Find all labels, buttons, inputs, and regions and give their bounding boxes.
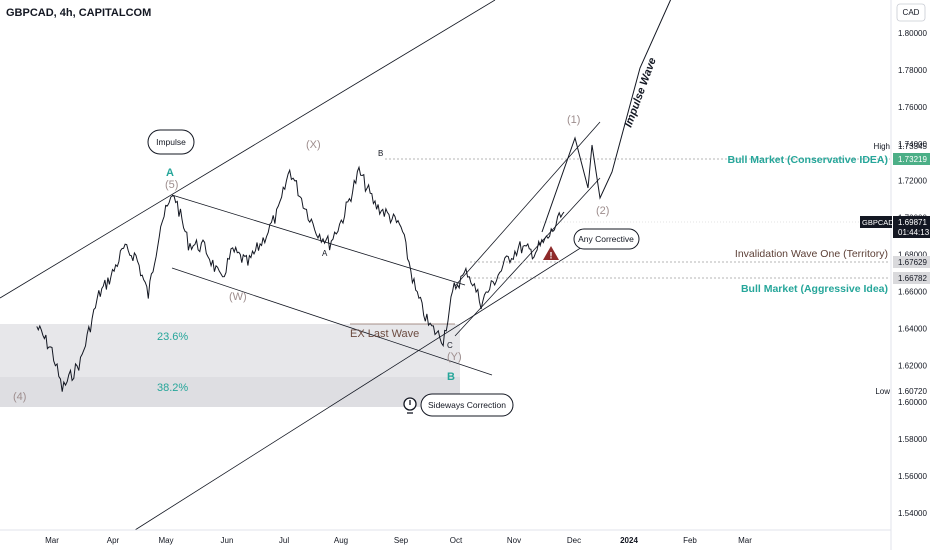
fib-label-23: 23.6% bbox=[157, 331, 188, 343]
aggressive-badge-text: 1.66782 bbox=[898, 274, 927, 283]
symbol-badge-text: GBPCAD bbox=[862, 218, 894, 227]
rising-channel-bottom bbox=[454, 177, 601, 337]
y-tick-label: 1.58000 bbox=[898, 435, 927, 444]
any-corrective-text: Any Corrective bbox=[578, 234, 634, 244]
y-tick-label: 1.66000 bbox=[898, 287, 927, 296]
conservative-badge-text: 1.73219 bbox=[898, 155, 927, 164]
x-tick-label: Jul bbox=[279, 536, 289, 545]
x-tick-label: Nov bbox=[507, 536, 521, 545]
wave-label-A-major: A bbox=[166, 167, 174, 179]
y-tick-label: 1.74000 bbox=[898, 140, 927, 149]
wxy-upper-line bbox=[171, 194, 466, 286]
ex-last-wave-text: EX Last Wave bbox=[350, 328, 419, 340]
warning-icon: ! bbox=[543, 246, 559, 261]
y-tick-label: 1.76000 bbox=[898, 103, 927, 112]
invalidation-badge-text: 1.67629 bbox=[898, 258, 927, 267]
invalidation-badge bbox=[893, 256, 930, 268]
x-tick-label: 2024 bbox=[620, 536, 638, 545]
x-tick-label: May bbox=[158, 536, 173, 545]
low-value: 1.60720 bbox=[898, 387, 927, 396]
level-aggressive-label: Bull Market (Aggressive Idea) bbox=[741, 283, 888, 295]
sideways-bubble bbox=[420, 393, 514, 417]
symbol-badge bbox=[860, 216, 892, 228]
fib-band-38 bbox=[0, 377, 460, 407]
fib-band-23 bbox=[0, 324, 460, 377]
fib-label-38: 38.2% bbox=[157, 382, 188, 394]
x-tick-label: Mar bbox=[738, 536, 752, 545]
x-tick-label: Aug bbox=[334, 536, 348, 545]
high-label: High bbox=[874, 142, 890, 151]
impulse-bubble-text: Impulse bbox=[156, 137, 186, 147]
y-tick-label: 1.64000 bbox=[898, 324, 927, 333]
bulb-icon bbox=[403, 397, 417, 414]
conservative-badge bbox=[893, 153, 930, 165]
x-tick-label: Oct bbox=[450, 536, 463, 545]
y-tick-label: 1.60000 bbox=[898, 398, 927, 407]
projection-path bbox=[541, 0, 672, 233]
x-tick-label: Sep bbox=[394, 536, 409, 545]
channel-upper-line bbox=[0, 0, 496, 299]
y-tick-label: 1.72000 bbox=[898, 177, 927, 186]
wave-label-C: C bbox=[447, 341, 453, 350]
high-value: 1.73345 bbox=[898, 142, 927, 151]
wave-label-B-minor: B bbox=[378, 149, 383, 158]
any-corrective-bubble bbox=[573, 228, 640, 250]
wave-label-5: (5) bbox=[165, 179, 178, 191]
last-price-badge bbox=[893, 216, 930, 238]
countdown-text: 01:44:13 bbox=[898, 228, 930, 237]
x-tick-label: Jun bbox=[221, 536, 234, 545]
x-tick-label: Feb bbox=[683, 536, 697, 545]
svg-text:!: ! bbox=[550, 251, 553, 261]
y-tick-label: 1.56000 bbox=[898, 472, 927, 481]
y-tick-label: 1.54000 bbox=[898, 509, 927, 518]
last-price-text: 1.69871 bbox=[898, 218, 927, 227]
y-tick-label: 1.80000 bbox=[898, 29, 927, 38]
wave-label-A-minor: A bbox=[322, 249, 328, 258]
level-invalidation-label: Invalidation Wave One (Territory) bbox=[735, 248, 888, 260]
wave-label-B-major: B bbox=[447, 371, 455, 383]
y-tick-label: 1.62000 bbox=[898, 361, 927, 370]
y-tick-label: 1.78000 bbox=[898, 66, 927, 75]
impulse-bubble bbox=[147, 129, 195, 155]
x-tick-group: Mar Apr May Jun Jul Aug Sep Oct Nov Dec 2024 Feb Mar bbox=[45, 536, 752, 545]
x-tick-label: Dec bbox=[567, 536, 581, 545]
channel-lower-line bbox=[134, 241, 591, 531]
sideways-text: Sideways Correction bbox=[428, 400, 506, 410]
wave-label-Y: (Y) bbox=[447, 351, 462, 363]
symbol-title: GBPCAD, 4h, CAPITALCOM bbox=[6, 7, 152, 19]
currency-label: CAD bbox=[903, 8, 920, 17]
currency-box[interactable] bbox=[896, 3, 926, 22]
y-tick-label: 1.68000 bbox=[898, 251, 927, 260]
wave-label-2: (2) bbox=[596, 205, 609, 217]
wave-label-4: (4) bbox=[13, 391, 26, 403]
wave-label-1: (1) bbox=[567, 114, 580, 126]
low-label: Low bbox=[875, 387, 890, 396]
wxy-lower-line bbox=[171, 267, 493, 376]
x-tick-label: Apr bbox=[107, 536, 120, 545]
wave-label-W: (W) bbox=[229, 291, 247, 303]
price-series-line bbox=[36, 165, 565, 392]
wave-label-X: (X) bbox=[306, 139, 321, 151]
level-conservative-label: Bull Market (Conservative IDEA) bbox=[728, 154, 888, 166]
rising-channel-top bbox=[454, 121, 601, 287]
x-tick-label: Mar bbox=[45, 536, 59, 545]
aggressive-badge bbox=[893, 272, 930, 284]
